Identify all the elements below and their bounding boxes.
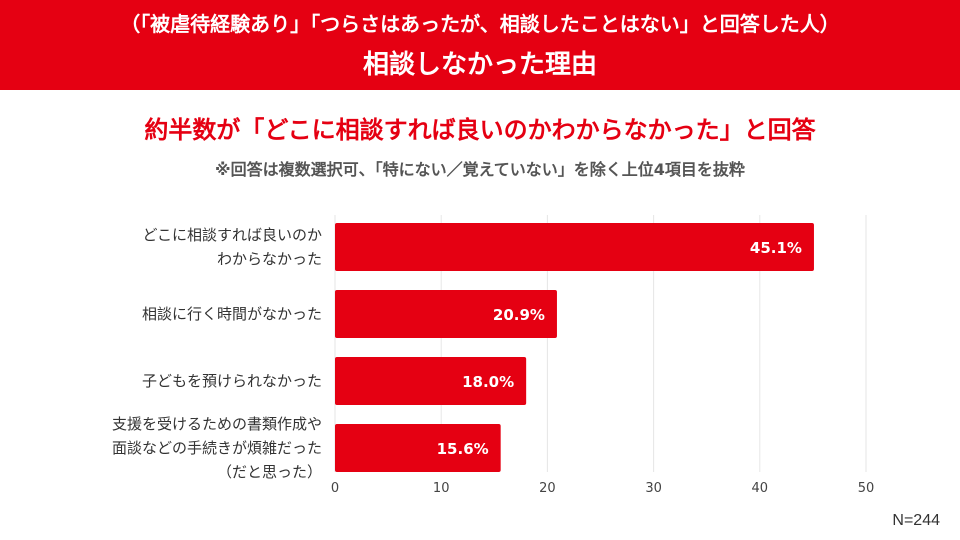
x-tick-label: 0 bbox=[331, 481, 339, 496]
category-label: （だと思った） bbox=[217, 463, 322, 481]
bar-value-label: 45.1% bbox=[750, 239, 802, 257]
header-subtitle: （「被虐待経験あり」「つらさはあったが、相談したことはない」と回答した人） bbox=[120, 12, 840, 36]
category-label: 相談に行く時間がなかった bbox=[142, 305, 322, 323]
selection-note: ※回答は複数選択可、「特にない／覚えていない」を除く上位4項目を抜粋 bbox=[215, 160, 745, 179]
category-label: 面談などの手続きが煩雑だった bbox=[112, 439, 322, 457]
category-label: 子どもを預けられなかった bbox=[142, 372, 322, 390]
x-tick-label: 50 bbox=[858, 481, 875, 496]
bar-value-label: 18.0% bbox=[462, 373, 514, 391]
x-tick-label: 30 bbox=[645, 481, 662, 496]
bar bbox=[335, 357, 527, 405]
sample-size-label: N=244 bbox=[892, 512, 940, 529]
headline: 約半数が「どこに相談すれば良いのかわからなかった」と回答 bbox=[144, 116, 816, 144]
header-banner: （「被虐待経験あり」「つらさはあったが、相談したことはない」と回答した人） 相談… bbox=[0, 0, 960, 90]
category-label: わからなかった bbox=[217, 250, 322, 268]
bar bbox=[335, 223, 814, 271]
bar-value-label: 20.9% bbox=[493, 306, 545, 324]
header-title: 相談しなかった理由 bbox=[362, 50, 597, 80]
category-label: どこに相談すれば良いのか bbox=[142, 226, 322, 244]
bar bbox=[335, 290, 557, 338]
x-tick-label: 10 bbox=[433, 481, 450, 496]
x-tick-label: 20 bbox=[539, 481, 556, 496]
bar-value-label: 15.6% bbox=[437, 440, 489, 458]
category-label: 支援を受けるための書類作成や bbox=[112, 415, 322, 433]
x-tick-label: 40 bbox=[752, 481, 769, 496]
bar bbox=[335, 424, 501, 472]
